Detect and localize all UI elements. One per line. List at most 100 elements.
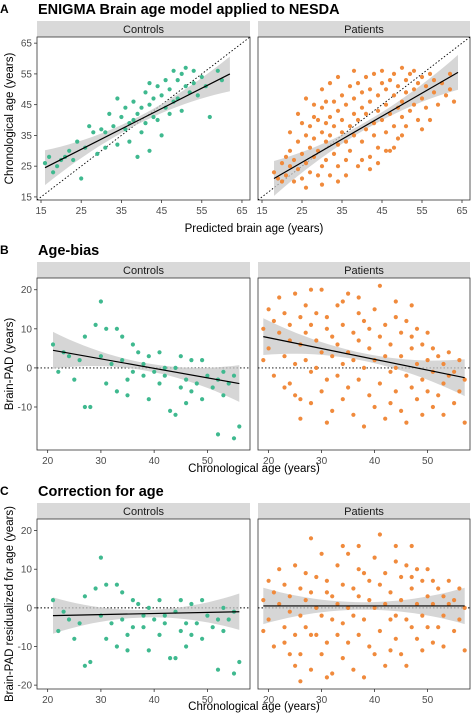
data-point (327, 114, 333, 120)
data-point (377, 582, 382, 587)
data-point (155, 84, 160, 89)
facet-strip (258, 503, 470, 519)
data-point (147, 81, 152, 86)
data-point (311, 114, 317, 120)
data-point (415, 117, 421, 123)
data-point (399, 574, 404, 580)
data-point (379, 117, 385, 123)
data-point (383, 354, 388, 359)
data-point (441, 361, 446, 367)
data-point (66, 354, 72, 359)
data-point (162, 613, 167, 618)
data-point (82, 594, 87, 599)
data-point (308, 632, 314, 638)
data-point (314, 632, 319, 638)
data-point (356, 567, 361, 572)
x-tick-label: 30 (316, 695, 328, 706)
data-point (436, 393, 441, 398)
data-point (367, 598, 372, 603)
data-point (231, 436, 237, 441)
data-point (93, 586, 98, 591)
data-point (324, 590, 329, 595)
data-point (131, 99, 136, 104)
y-tick-label: 0 (26, 603, 32, 614)
data-point (404, 420, 409, 425)
data-point (308, 590, 314, 595)
plot-contents (258, 532, 470, 684)
panel-letter: C (0, 484, 9, 498)
data-point (372, 307, 377, 312)
regression-line (273, 71, 459, 179)
data-point (388, 648, 393, 653)
data-point (168, 408, 173, 413)
data-point (404, 617, 409, 622)
data-point (178, 385, 183, 390)
data-point (431, 78, 437, 83)
data-point (367, 326, 372, 331)
data-point (79, 176, 84, 181)
panel-title: Age-bias (38, 243, 99, 259)
data-point (399, 114, 405, 120)
data-point (261, 358, 266, 363)
data-point (314, 605, 319, 611)
data-point (347, 84, 353, 89)
data-point (287, 381, 292, 386)
data-point (88, 404, 93, 410)
data-point (114, 326, 119, 331)
data-point (355, 81, 361, 86)
x-tick-label: 30 (95, 456, 107, 467)
facet-strip (37, 503, 250, 519)
data-point (367, 644, 372, 649)
data-point (367, 154, 373, 159)
data-point (173, 412, 178, 417)
data-point (61, 609, 66, 614)
data-point (330, 671, 335, 676)
data-point (139, 105, 144, 110)
data-point (339, 117, 345, 123)
data-point (367, 167, 373, 172)
x-tick-label: 65 (236, 206, 248, 217)
data-point (293, 632, 298, 638)
data-point (462, 648, 467, 653)
data-point (346, 291, 351, 296)
data-point (403, 78, 409, 83)
x-tick-label: 35 (336, 206, 348, 217)
data-point (441, 412, 446, 417)
data-point (120, 358, 125, 363)
data-point (375, 145, 381, 150)
data-point (277, 601, 282, 607)
data-point (372, 555, 377, 560)
facet-strip (37, 21, 250, 37)
data-point (323, 121, 329, 126)
data-point (339, 130, 345, 135)
data-point (200, 358, 205, 363)
data-point (282, 625, 287, 630)
data-point (168, 656, 173, 661)
data-point (383, 416, 388, 421)
x-tick-label: 40 (149, 695, 161, 706)
data-point (436, 586, 441, 591)
data-point (143, 121, 148, 126)
y-tick-label: 20 (21, 526, 33, 537)
data-point (319, 613, 324, 618)
data-point (414, 636, 420, 641)
data-point (351, 68, 357, 73)
data-point (141, 625, 146, 630)
data-point (291, 157, 297, 163)
data-point (393, 613, 398, 618)
data-point (72, 636, 77, 641)
data-point (271, 373, 276, 378)
data-point (340, 621, 345, 626)
data-point (359, 157, 365, 163)
data-point (271, 170, 277, 175)
data-point (327, 81, 333, 86)
data-point (125, 377, 130, 382)
data-point (82, 404, 87, 410)
data-point (361, 318, 367, 324)
data-point (361, 424, 367, 429)
data-point (335, 142, 341, 147)
data-point (120, 617, 125, 622)
data-point (347, 124, 353, 129)
data-point (377, 532, 382, 537)
data-point (346, 385, 351, 390)
